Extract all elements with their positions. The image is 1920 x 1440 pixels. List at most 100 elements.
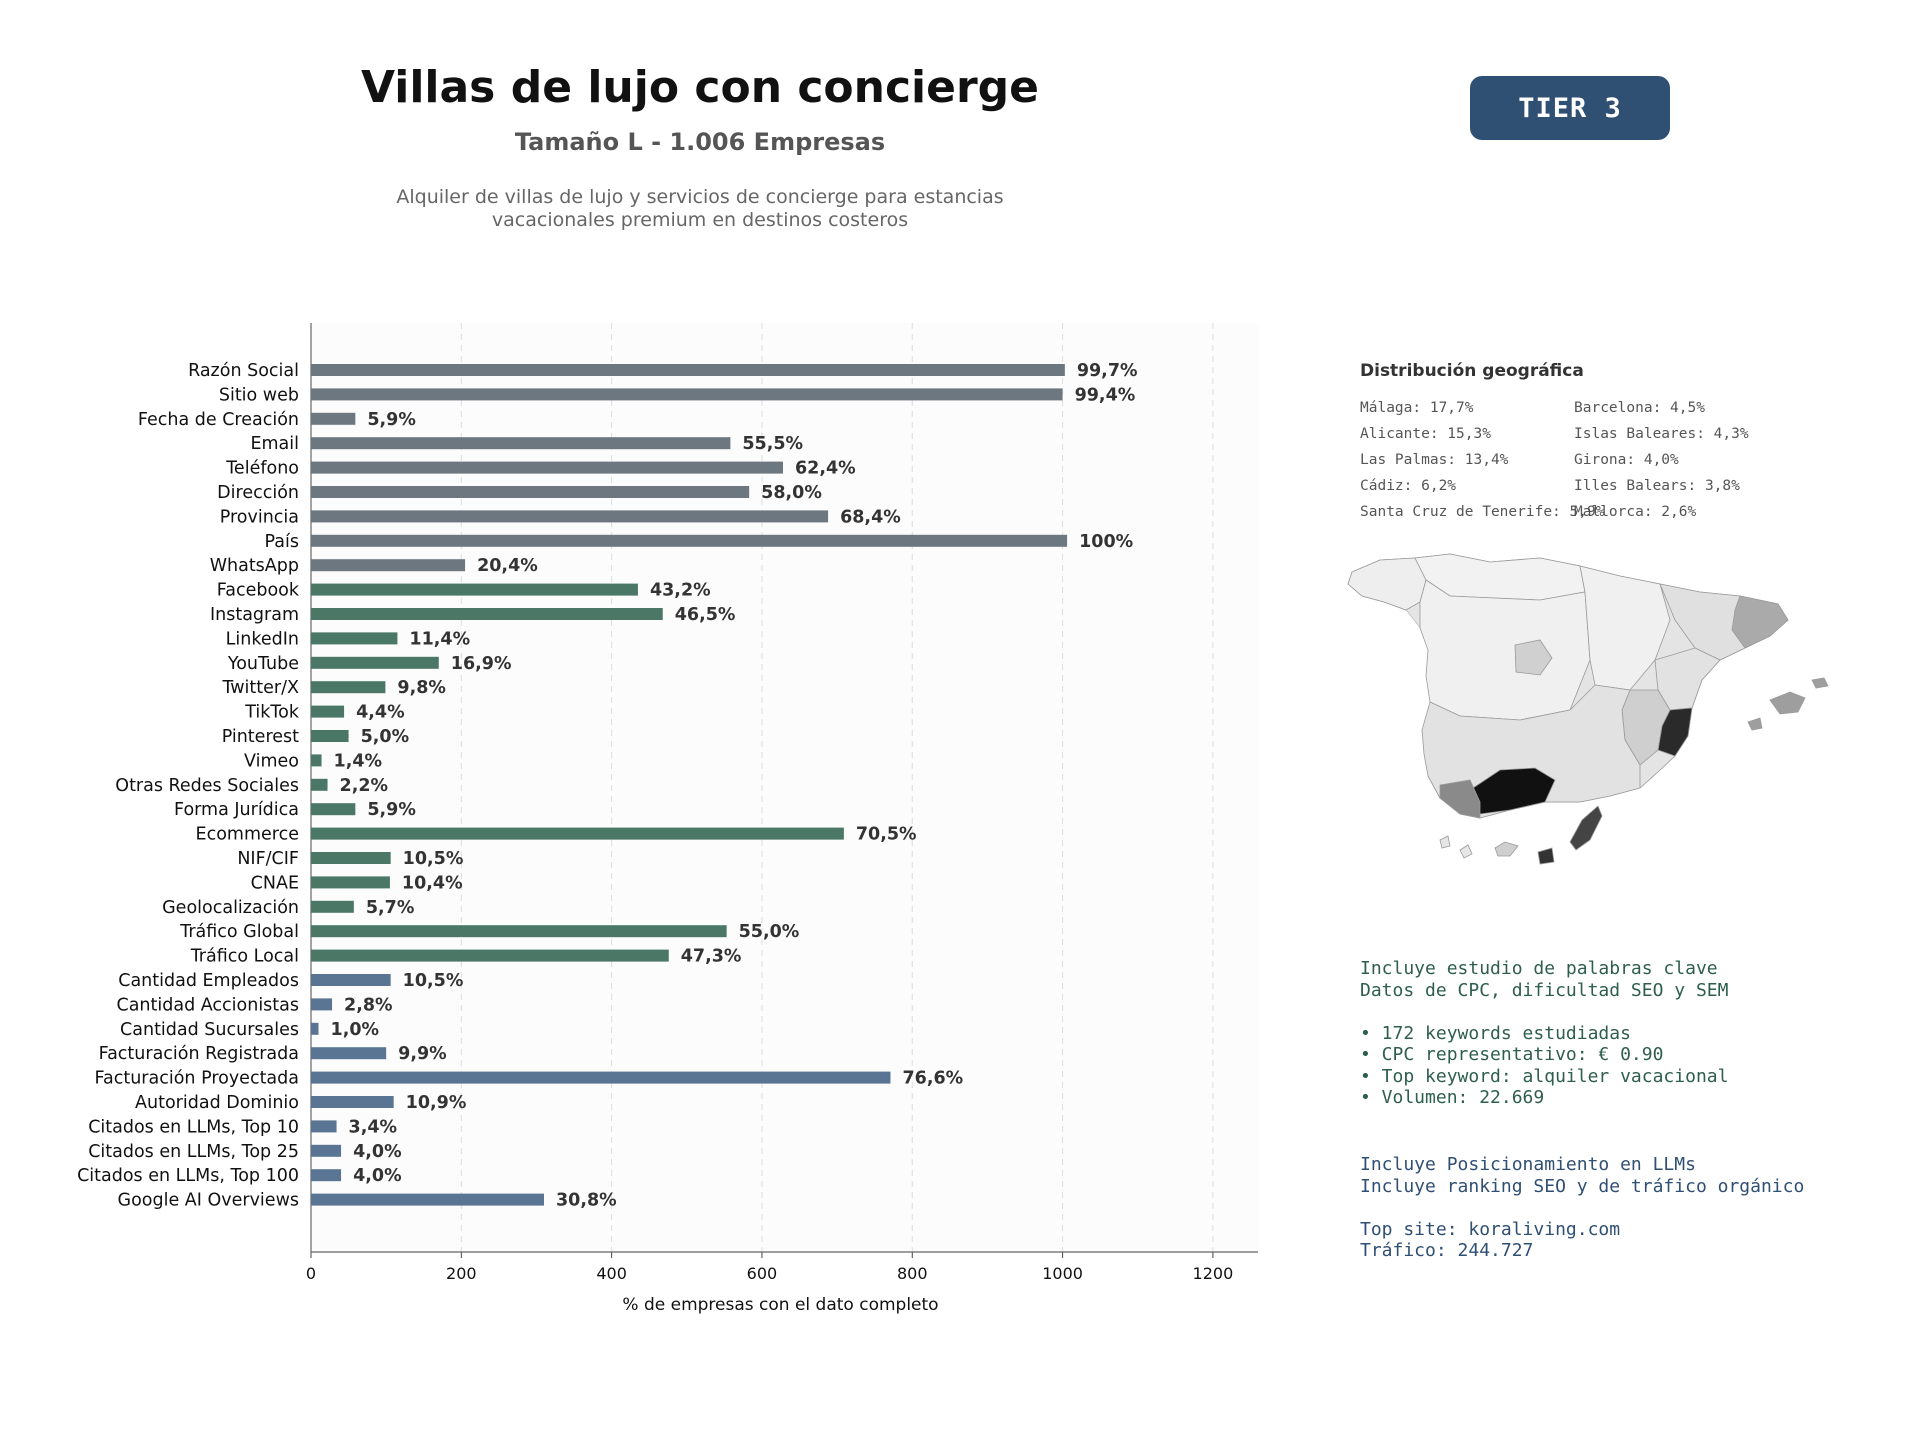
- region-tenerife: [1494, 841, 1519, 857]
- bar: [311, 754, 322, 767]
- data-label: 2,2%: [340, 776, 389, 796]
- category-label: Facturación Registrada: [99, 1044, 299, 1064]
- data-label: 46,5%: [675, 605, 736, 625]
- description-line-1: Alquiler de villas de lujo y servicios d…: [396, 186, 1004, 208]
- category-label: Otras Redes Sociales: [115, 776, 299, 796]
- x-tick-label: 600: [747, 1264, 778, 1283]
- category-label: CNAE: [251, 873, 299, 893]
- data-label: 5,9%: [367, 800, 416, 820]
- category-label: Forma Jurídica: [174, 800, 299, 820]
- keywords-line: • Volumen: 22.669: [1360, 1087, 1545, 1108]
- data-label: 55,0%: [739, 922, 800, 942]
- data-label: 58,0%: [761, 483, 822, 503]
- data-label: 10,5%: [403, 971, 464, 991]
- category-label: Pinterest: [222, 727, 299, 747]
- bar: [311, 1169, 342, 1182]
- data-label: 100%: [1079, 532, 1133, 552]
- data-label: 1,0%: [331, 1020, 380, 1040]
- bar: [311, 559, 466, 572]
- category-label: Vimeo: [244, 751, 299, 771]
- data-label: 1,4%: [334, 751, 383, 771]
- bar: [311, 1144, 342, 1157]
- bar: [311, 705, 345, 718]
- category-label: Cantidad Accionistas: [116, 995, 299, 1015]
- bar: [311, 461, 783, 474]
- category-label: Autoridad Dominio: [135, 1093, 299, 1113]
- category-label: TikTok: [244, 703, 300, 723]
- data-label: 4,0%: [353, 1142, 402, 1162]
- category-label: Razón Social: [188, 361, 299, 381]
- page-title: Villas de lujo con concierge: [360, 62, 1040, 113]
- completeness-bar-chart: 0 200 400 600 800 1000 1200 % de empresas con e…: [77, 323, 1258, 1315]
- bar: [311, 827, 844, 840]
- region-aragon: [1579, 565, 1671, 691]
- llm-line: Incluye ranking SEO y de tráfico orgánic…: [1360, 1175, 1805, 1197]
- geo-item: Mallorca: 2,6%: [1574, 504, 1697, 520]
- region-gran-canaria: [1537, 847, 1555, 865]
- data-label: 62,4%: [795, 459, 856, 479]
- geo-item: Girona: 4,0%: [1574, 452, 1679, 468]
- data-label: 2,8%: [344, 995, 393, 1015]
- tier-badge: TIER 3: [1470, 76, 1670, 140]
- bar: [311, 925, 727, 938]
- bar: [311, 852, 391, 864]
- bar: [311, 1022, 319, 1035]
- category-label: Google AI Overviews: [118, 1191, 299, 1211]
- keywords-line: Incluye estudio de palabras clave: [1360, 958, 1718, 979]
- category-label: Twitter/X: [221, 678, 299, 698]
- category-label: País: [265, 532, 299, 552]
- data-label: 4,4%: [356, 703, 405, 723]
- llm-line: Incluye Posicionamiento en LLMs: [1360, 1154, 1696, 1175]
- category-label: Citados en LLMs, Top 10: [88, 1117, 299, 1137]
- bar: [311, 1071, 891, 1084]
- data-label: 43,2%: [650, 581, 711, 601]
- page-subtitle: Tamaño L - 1.006 Empresas: [514, 128, 886, 156]
- bar: [311, 1193, 544, 1206]
- data-label: 10,9%: [406, 1093, 467, 1113]
- x-tick-label: 1000: [1042, 1264, 1083, 1283]
- x-axis-label: % de empresas con el dato completo: [622, 1295, 938, 1315]
- bar: [311, 876, 390, 889]
- data-label: 99,4%: [1075, 385, 1136, 405]
- geo-item: Cádiz: 6,2%: [1360, 478, 1457, 494]
- data-label: 47,3%: [681, 947, 742, 967]
- geo-item: Illes Balears: 3,8%: [1574, 478, 1740, 494]
- category-label: Citados en LLMs, Top 100: [77, 1166, 299, 1186]
- geo-distribution-list: Málaga: 17,7% Barcelona: 4,5% Alicante: …: [1360, 398, 1780, 523]
- x-tick-label: 200: [446, 1264, 477, 1283]
- category-label: Sitio web: [219, 385, 299, 405]
- bar: [311, 1047, 387, 1060]
- region-tenerife-islands: [1439, 835, 1473, 859]
- data-label: 55,5%: [742, 434, 803, 454]
- data-label: 11,4%: [409, 629, 470, 649]
- region-andalusia: [1421, 684, 1641, 819]
- data-label: 70,5%: [856, 825, 917, 845]
- category-label: Ecommerce: [196, 825, 299, 845]
- plot-background: [311, 323, 1258, 1252]
- keywords-info: Incluye estudio de palabras clave Datos d…: [1360, 958, 1728, 1109]
- data-label: 10,5%: [403, 849, 464, 869]
- portugal-gap: [1392, 610, 1430, 776]
- data-label: 99,7%: [1077, 361, 1138, 381]
- bar: [311, 583, 638, 596]
- bar: [311, 1096, 394, 1108]
- x-tick-label: 1200: [1193, 1264, 1234, 1283]
- data-label: 5,0%: [361, 727, 410, 747]
- bar: [311, 656, 439, 669]
- data-label: 20,4%: [477, 556, 538, 576]
- data-label: 5,9%: [367, 410, 416, 430]
- bar: [311, 486, 750, 498]
- category-label: Provincia: [220, 507, 299, 527]
- llm-info: Incluye Posicionamiento en LLMs Incluye r…: [1360, 1154, 1804, 1262]
- data-label: 3,4%: [349, 1117, 398, 1137]
- bar: [311, 730, 349, 742]
- data-label: 68,4%: [840, 507, 901, 527]
- geo-item: Alicante: 15,3%: [1360, 426, 1491, 442]
- keywords-line: • 172 keywords estudiadas: [1360, 1022, 1631, 1044]
- geo-item: Barcelona: 4,5%: [1574, 400, 1705, 416]
- region-baleares-menorca: [1811, 677, 1829, 689]
- x-tick-label: 0: [306, 1264, 316, 1283]
- data-label: 9,9%: [398, 1044, 447, 1064]
- category-label: LinkedIn: [226, 629, 299, 649]
- data-label: 30,8%: [556, 1191, 617, 1211]
